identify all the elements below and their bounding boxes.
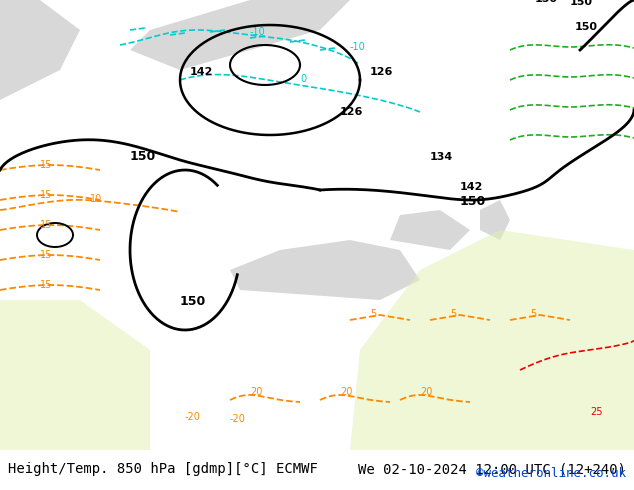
Text: 0: 0: [300, 74, 306, 84]
Text: 15: 15: [40, 280, 53, 290]
Text: -10: -10: [250, 27, 266, 37]
Text: 20: 20: [250, 387, 262, 397]
Text: 20: 20: [340, 387, 353, 397]
Text: 5: 5: [450, 309, 456, 319]
Text: 10: 10: [90, 194, 102, 204]
Text: -20: -20: [185, 412, 201, 422]
Text: 126: 126: [370, 67, 393, 77]
Text: 126: 126: [340, 107, 363, 117]
Polygon shape: [390, 210, 470, 250]
Text: 142: 142: [190, 67, 214, 77]
Text: 150: 150: [460, 195, 486, 208]
Text: -20: -20: [230, 414, 246, 424]
Text: 25: 25: [590, 407, 602, 417]
Text: 15: 15: [40, 160, 53, 170]
Text: -10: -10: [350, 42, 366, 52]
Polygon shape: [0, 300, 150, 450]
Text: 150: 150: [535, 0, 558, 4]
Text: 150: 150: [180, 295, 206, 308]
Text: 15: 15: [40, 250, 53, 260]
Text: 134: 134: [430, 152, 453, 162]
Text: 150: 150: [130, 150, 156, 163]
Text: ©weatheronline.co.uk: ©weatheronline.co.uk: [476, 467, 626, 480]
Text: 5: 5: [530, 309, 536, 319]
Polygon shape: [480, 200, 510, 240]
Text: 142: 142: [460, 182, 483, 192]
Polygon shape: [130, 0, 350, 70]
Text: 150: 150: [570, 0, 593, 7]
Text: 20: 20: [420, 387, 432, 397]
Text: 150: 150: [575, 22, 598, 32]
Text: 15: 15: [40, 190, 53, 200]
Text: We 02-10-2024 12:00 UTC (12+240): We 02-10-2024 12:00 UTC (12+240): [358, 462, 626, 476]
Text: 5: 5: [370, 309, 376, 319]
Polygon shape: [350, 230, 634, 450]
Polygon shape: [230, 240, 420, 300]
Text: 15: 15: [40, 220, 53, 230]
Polygon shape: [0, 0, 80, 100]
Text: Height/Temp. 850 hPa [gdmp][°C] ECMWF: Height/Temp. 850 hPa [gdmp][°C] ECMWF: [8, 462, 318, 476]
